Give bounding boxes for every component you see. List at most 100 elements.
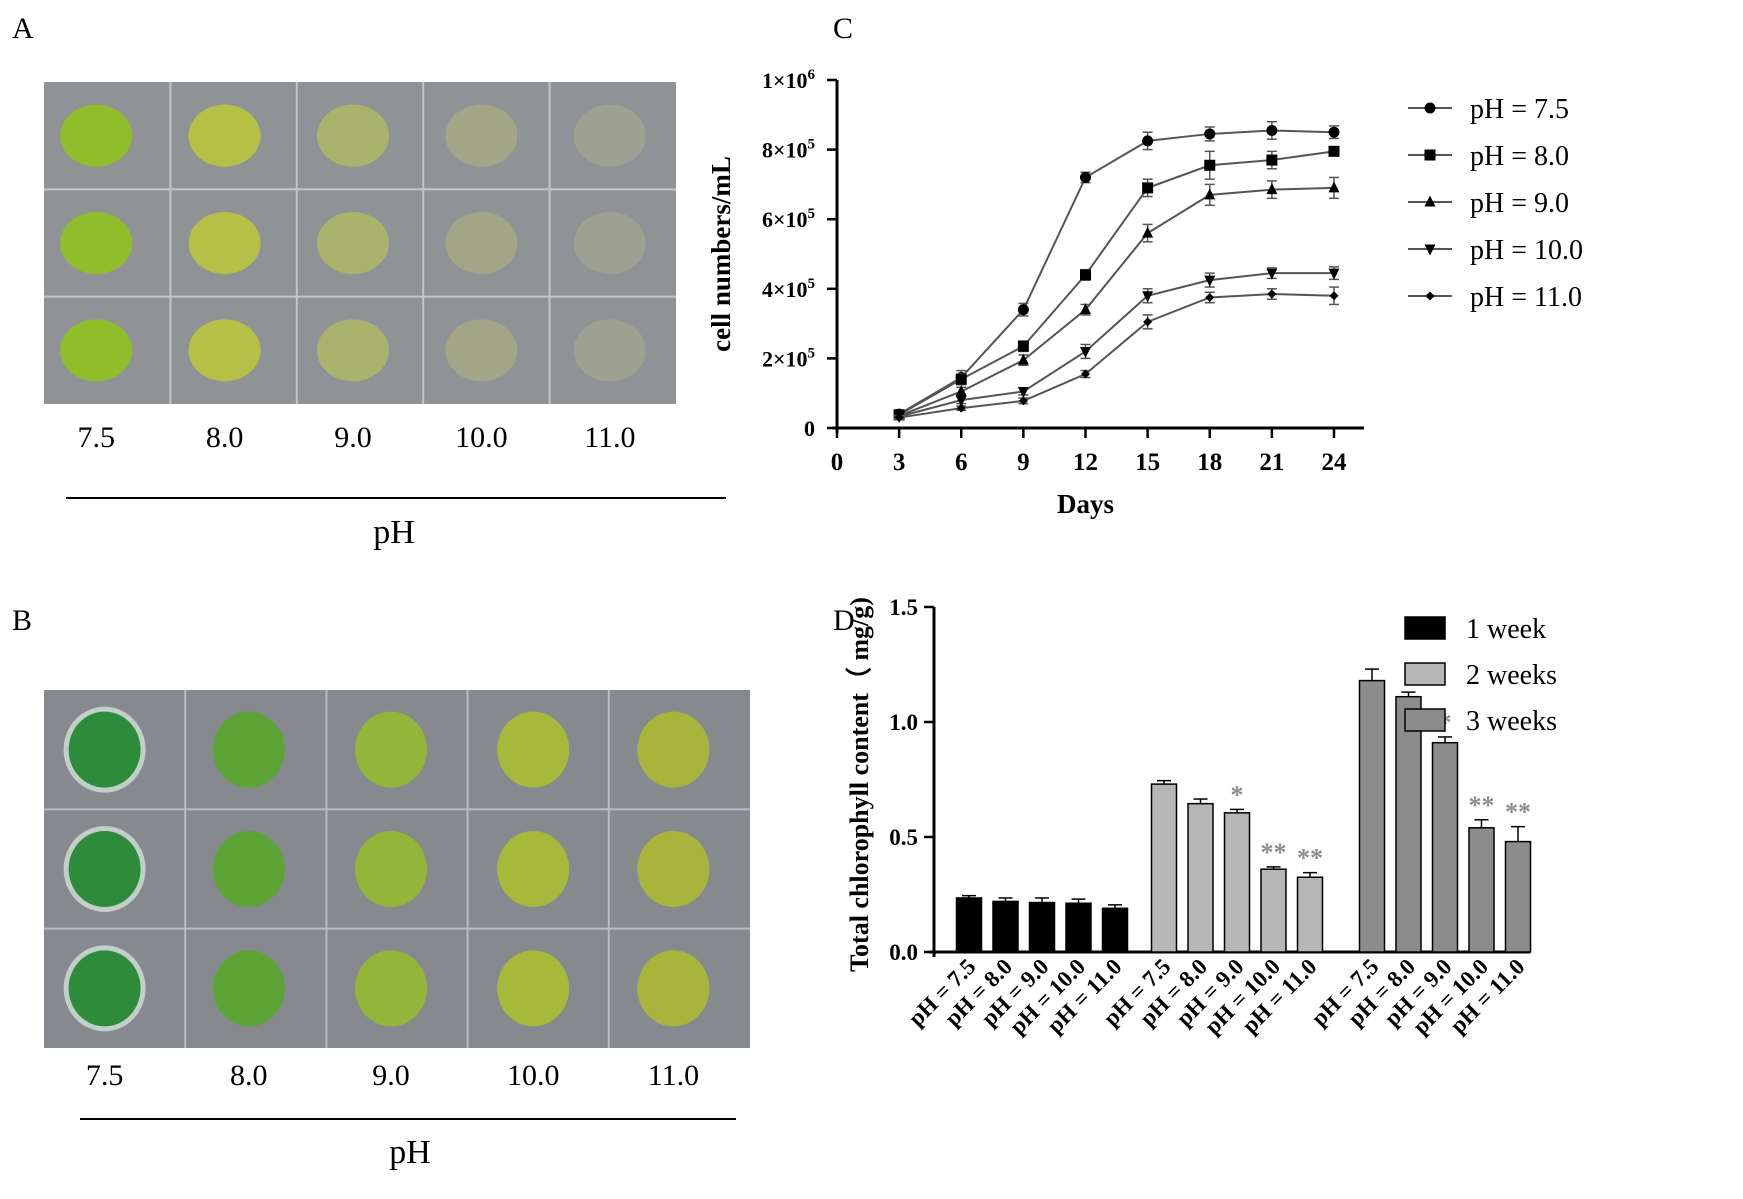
y-axis-label: Total chlorophyll content（ mg/g) bbox=[845, 597, 874, 972]
colony-spot bbox=[637, 831, 710, 907]
series-8.0 bbox=[893, 145, 1340, 421]
colony-spot bbox=[317, 212, 389, 274]
data-point bbox=[956, 403, 966, 413]
bar bbox=[1028, 901, 1056, 953]
data-point bbox=[1017, 340, 1029, 352]
y-tick-label: 6×105 bbox=[762, 206, 815, 232]
series-line bbox=[898, 186, 1335, 417]
panel-a-spots bbox=[60, 104, 646, 382]
data-point bbox=[1142, 135, 1154, 147]
colony-spot bbox=[212, 711, 285, 788]
colony-spot bbox=[497, 950, 570, 1027]
colony-spot bbox=[445, 104, 518, 167]
colony-spot bbox=[573, 319, 646, 382]
series-line bbox=[898, 293, 1335, 419]
data-point bbox=[1080, 303, 1091, 315]
data-point bbox=[1142, 182, 1154, 194]
panel-b-label: B bbox=[12, 604, 32, 637]
panel-c-line-chart: 0 3 6 9 12 15 18 21 24 0 2×105 4×105 6×105 8×105 1×106… bbox=[706, 67, 1583, 519]
legend-marker bbox=[1424, 195, 1436, 207]
colony-spot bbox=[68, 711, 141, 788]
bar bbox=[992, 900, 1019, 953]
series-line bbox=[898, 129, 1335, 415]
data-point bbox=[1328, 126, 1340, 138]
data-point bbox=[894, 413, 904, 423]
bar bbox=[1223, 812, 1251, 953]
colony-spot bbox=[355, 711, 427, 788]
data-point bbox=[1266, 124, 1278, 136]
legend-label: 1 week bbox=[1466, 614, 1546, 645]
data-point bbox=[1080, 171, 1091, 183]
y-axis-label: cell numbers/mL bbox=[706, 156, 736, 352]
data-point bbox=[1204, 275, 1216, 287]
data-point bbox=[1204, 188, 1216, 200]
x-tick-label: 12 bbox=[1073, 449, 1098, 476]
colony-spot bbox=[188, 104, 261, 167]
colony-spot bbox=[573, 104, 646, 167]
series-1-week: pH = 7.5pH = 8.0pH = 9.0pH = 10.0pH = 11… bbox=[903, 894, 1129, 1039]
colony-spot bbox=[60, 319, 133, 382]
x-tick-label: 9 bbox=[1017, 449, 1030, 476]
bar bbox=[1101, 907, 1129, 953]
ph-label: 8.0 bbox=[206, 421, 244, 454]
bar bbox=[1395, 695, 1422, 953]
y-tick-label: 1.0 bbox=[889, 710, 918, 735]
data-point bbox=[955, 384, 967, 396]
data-point bbox=[1328, 181, 1340, 193]
data-point bbox=[1266, 154, 1278, 166]
significance-marker: ** bbox=[1261, 838, 1287, 867]
significance-marker: ** bbox=[1469, 791, 1495, 820]
y-tick-label: 1×106 bbox=[762, 67, 816, 93]
legend-marker bbox=[1424, 244, 1436, 256]
x-tick-label: 0 bbox=[831, 449, 844, 476]
colony-spot bbox=[68, 950, 141, 1027]
legend-swatch bbox=[1404, 616, 1446, 640]
x-tick-label: 3 bbox=[893, 449, 906, 476]
y-tick-label: 1.5 bbox=[889, 595, 918, 620]
data-point bbox=[955, 395, 967, 407]
colony-spot bbox=[637, 711, 710, 788]
colony-spot bbox=[60, 104, 133, 167]
y-tick-label: 8×105 bbox=[762, 137, 815, 163]
legend-label: 3 weeks bbox=[1466, 706, 1557, 737]
legend-label: pH = 7.5 bbox=[1470, 94, 1569, 125]
ph-label: 8.0 bbox=[230, 1059, 268, 1092]
panel-b-spots bbox=[63, 706, 710, 1032]
ph-label: 9.0 bbox=[334, 421, 372, 454]
data-point bbox=[1142, 291, 1154, 303]
data-point bbox=[1017, 304, 1029, 316]
colony-spot bbox=[497, 711, 570, 788]
y-tick-label: 0.0 bbox=[889, 940, 918, 965]
series-11.0 bbox=[894, 286, 1339, 423]
x-tick-label: 15 bbox=[1135, 449, 1160, 476]
bar bbox=[1468, 827, 1495, 953]
bar bbox=[1187, 802, 1214, 953]
data-point bbox=[1266, 268, 1278, 280]
data-point bbox=[1080, 346, 1091, 358]
panel-b-axis-label: pH bbox=[389, 1134, 431, 1171]
legend-marker bbox=[1425, 291, 1435, 301]
colony-spot bbox=[317, 319, 389, 382]
colony-spot bbox=[445, 319, 518, 382]
colony-spot bbox=[317, 104, 389, 167]
panel-a-ph-labels: 7.5 8.0 9.0 10.0 11.0 bbox=[77, 421, 635, 454]
panel-d: D 0.0 0.5 1.0 1.5 Total chlorophyll content（… bbox=[833, 595, 1557, 1039]
data-point bbox=[1205, 293, 1215, 302]
bar bbox=[1431, 741, 1459, 953]
colony-spot bbox=[637, 950, 710, 1027]
colony-spot bbox=[497, 831, 570, 907]
colony-spot bbox=[212, 950, 285, 1027]
bar bbox=[1504, 840, 1532, 953]
legend-item: pH = 9.0 bbox=[1408, 188, 1569, 219]
data-point bbox=[1204, 159, 1216, 171]
bar bbox=[1296, 876, 1324, 953]
bar bbox=[1150, 783, 1178, 953]
x-tick-label: 24 bbox=[1322, 449, 1348, 476]
data-point bbox=[1266, 183, 1278, 195]
legend-marker bbox=[1424, 102, 1436, 114]
panel-a: A 7.5 8.0 9.0 10.0 11.0 pH bbox=[12, 12, 726, 551]
bar bbox=[1065, 902, 1092, 953]
data-point bbox=[1328, 145, 1340, 157]
legend-label: pH = 11.0 bbox=[1470, 282, 1582, 313]
